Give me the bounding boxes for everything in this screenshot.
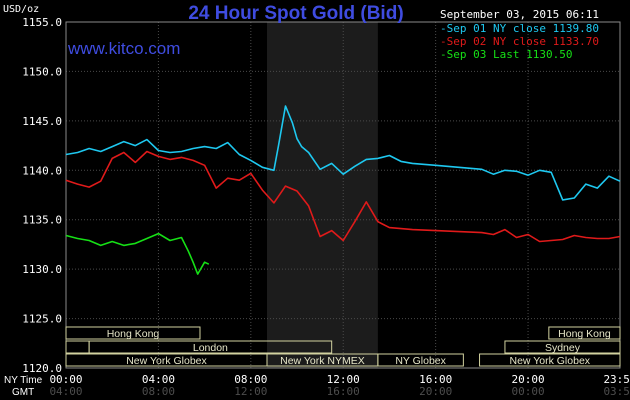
market-session-bar — [65, 326, 201, 340]
x-tick-label-gmt: 08:00 — [142, 385, 175, 398]
y-axis-unit: USD/oz — [3, 4, 39, 15]
market-session-label: London — [193, 342, 228, 354]
x-tick-label-ny: 08:00 — [234, 373, 267, 386]
axis-ticks: 1155.0 1150.0 1145.0 1140.0 1135.0 1130.0 1125… — [22, 16, 630, 398]
timestamp: September 03, 2015 06:11 — [440, 8, 599, 21]
x-tick-label-ny: 16:00 — [419, 373, 452, 386]
y-tick-label: 1135.0 — [22, 214, 62, 227]
market-session-bar — [65, 340, 90, 354]
market-session-label: NY Globex — [395, 355, 446, 367]
y-tick-label: 1140.0 — [22, 164, 62, 177]
market-session-label: New York Globex — [126, 355, 207, 367]
y-tick-label: 1145.0 — [22, 115, 62, 128]
series-lines — [65, 105, 621, 275]
x-tick-label-gmt: 00:00 — [511, 385, 544, 398]
y-tick-label: 1130.0 — [22, 263, 62, 276]
plot-frame — [65, 21, 621, 369]
x-tick-label-ny: 04:00 — [142, 373, 175, 386]
legend-entry-sep01: -Sep 01 NY close 1139.80 — [440, 22, 599, 35]
x-tick-label-gmt: 04:00 — [49, 385, 82, 398]
chart-title: 24 Hour Spot Gold (Bid) — [188, 3, 403, 24]
legend-entry-sep03: -Sep 03 Last 1130.50 — [440, 48, 572, 61]
y-tick-label: 1150.0 — [22, 65, 62, 78]
x-tick-label-gmt: 16:00 — [327, 385, 360, 398]
x-tick-label-ny: 00:00 — [49, 373, 82, 386]
series-line-1 — [65, 150, 621, 243]
x-tick-label-ny: 23:59 — [603, 373, 630, 386]
market-session-label: Hong Kong — [107, 328, 160, 340]
market-session-bar — [377, 353, 464, 367]
x-tick-label-gmt: 03:59 — [603, 385, 630, 398]
market-session-bar — [504, 340, 621, 354]
nymex-session-shade — [266, 22, 378, 368]
series-line-2 — [65, 232, 210, 275]
x-tick-label-gmt: 20:00 — [419, 385, 452, 398]
y-tick-label: 1155.0 — [22, 16, 62, 29]
plot-area — [65, 21, 621, 369]
y-tick-label: 1125.0 — [22, 313, 62, 326]
legend: -Sep 01 NY close 1139.80 -Sep 02 NY clos… — [440, 22, 599, 61]
market-session-bar — [479, 353, 621, 367]
y-tick-label: 1120.0 — [22, 362, 62, 375]
website-link[interactable]: www.kitco.com — [67, 39, 180, 58]
x-tick-label-ny: 12:00 — [327, 373, 360, 386]
x-tick-label-ny: 20:00 — [511, 373, 544, 386]
market-session-bar — [548, 326, 621, 340]
market-session-label: New York NYMEX — [280, 355, 365, 367]
market-session-label: Hong Kong — [558, 328, 611, 340]
market-session-label: New York Globex — [509, 355, 590, 367]
gmt-label: GMT — [12, 387, 34, 398]
series-line-0 — [65, 105, 621, 201]
x-tick-label-gmt: 12:00 — [234, 385, 267, 398]
market-session-label: Sydney — [545, 342, 581, 354]
ny-time-label: NY Time — [4, 375, 43, 386]
legend-entry-sep02: -Sep 02 NY close 1133.70 — [440, 35, 599, 48]
